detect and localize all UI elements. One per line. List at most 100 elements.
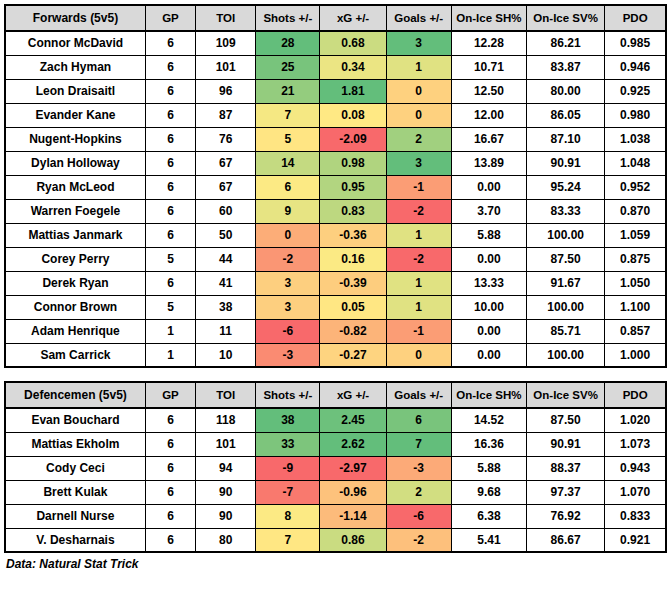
- onice-sh-cell: 6.38: [451, 504, 526, 528]
- onice-sv-cell: 100.00: [527, 295, 605, 319]
- shots-plusminus-cell: 6: [256, 175, 320, 199]
- col-header-onice-sv: On-Ice SV%: [527, 5, 605, 31]
- toi-cell: 67: [196, 151, 256, 175]
- onice-sv-cell: 87.10: [527, 127, 605, 151]
- table-row: Zach Hyman6101250.34110.7183.870.946: [5, 55, 666, 79]
- col-header-shots: Shots +/-: [256, 382, 320, 408]
- player-name-cell: Adam Henrique: [5, 319, 145, 343]
- defencemen-table: Defencemen (5v5) GP TOI Shots +/- xG +/-…: [4, 381, 667, 553]
- col-header-pdo: PDO: [605, 382, 666, 408]
- goals-plusminus-cell: -6: [386, 504, 451, 528]
- player-name-cell: Cody Ceci: [5, 456, 145, 480]
- xg-plusminus-cell: -1.14: [320, 504, 386, 528]
- goals-plusminus-cell: 7: [386, 432, 451, 456]
- onice-sh-cell: 3.70: [451, 199, 526, 223]
- table-row: Mattias Ekholm6101332.62716.3690.911.073: [5, 432, 666, 456]
- pdo-cell: 0.952: [605, 175, 666, 199]
- gp-cell: 6: [145, 271, 195, 295]
- col-header-goals: Goals +/-: [386, 5, 451, 31]
- gp-cell: 6: [145, 480, 195, 504]
- onice-sv-cell: 100.00: [527, 343, 605, 367]
- onice-sv-cell: 91.67: [527, 271, 605, 295]
- player-name-cell: Leon Draisaitl: [5, 79, 145, 103]
- toi-cell: 67: [196, 175, 256, 199]
- table-row: Brett Kulak690-7-0.9629.6897.371.070: [5, 480, 666, 504]
- onice-sh-cell: 12.50: [451, 79, 526, 103]
- onice-sh-cell: 9.68: [451, 480, 526, 504]
- onice-sh-cell: 13.33: [451, 271, 526, 295]
- pdo-cell: 0.833: [605, 504, 666, 528]
- section-title-forwards: Forwards (5v5): [5, 5, 145, 31]
- onice-sh-cell: 0.00: [451, 319, 526, 343]
- toi-cell: 90: [196, 480, 256, 504]
- toi-cell: 109: [196, 31, 256, 55]
- player-name-cell: V. Desharnais: [5, 528, 145, 552]
- player-name-cell: Brett Kulak: [5, 480, 145, 504]
- section-title-defencemen: Defencemen (5v5): [5, 382, 145, 408]
- pdo-cell: 0.985: [605, 31, 666, 55]
- player-name-cell: Derek Ryan: [5, 271, 145, 295]
- xg-plusminus-cell: -2.97: [320, 456, 386, 480]
- toi-cell: 44: [196, 247, 256, 271]
- onice-sv-cell: 88.37: [527, 456, 605, 480]
- player-name-cell: Evan Bouchard: [5, 408, 145, 432]
- onice-sv-cell: 87.50: [527, 408, 605, 432]
- player-name-cell: Corey Perry: [5, 247, 145, 271]
- pdo-cell: 0.946: [605, 55, 666, 79]
- onice-sh-cell: 16.36: [451, 432, 526, 456]
- table-row: V. Desharnais68070.86-25.4186.670.921: [5, 528, 666, 552]
- col-header-xg: xG +/-: [320, 382, 386, 408]
- table-row: Nugent-Hopkins6765-2.09216.6787.101.038: [5, 127, 666, 151]
- player-name-cell: Warren Foegele: [5, 199, 145, 223]
- shots-plusminus-cell: -3: [256, 343, 320, 367]
- forwards-table: Forwards (5v5) GP TOI Shots +/- xG +/- G…: [4, 4, 667, 368]
- toi-cell: 60: [196, 199, 256, 223]
- stats-report: Forwards (5v5) GP TOI Shots +/- xG +/- G…: [0, 0, 671, 571]
- onice-sh-cell: 5.88: [451, 456, 526, 480]
- xg-plusminus-cell: 0.83: [320, 199, 386, 223]
- col-header-goals: Goals +/-: [386, 382, 451, 408]
- pdo-cell: 1.070: [605, 480, 666, 504]
- toi-cell: 94: [196, 456, 256, 480]
- player-name-cell: Mattias Ekholm: [5, 432, 145, 456]
- shots-plusminus-cell: 8: [256, 504, 320, 528]
- col-header-toi: TOI: [196, 5, 256, 31]
- pdo-cell: 0.980: [605, 103, 666, 127]
- table-row: Warren Foegele66090.83-23.7083.330.870: [5, 199, 666, 223]
- onice-sv-cell: 97.37: [527, 480, 605, 504]
- col-header-onice-sh: On-Ice SH%: [451, 382, 526, 408]
- gp-cell: 6: [145, 199, 195, 223]
- player-name-cell: Sam Carrick: [5, 343, 145, 367]
- onice-sv-cell: 90.91: [527, 432, 605, 456]
- xg-plusminus-cell: 2.62: [320, 432, 386, 456]
- player-name-cell: Connor Brown: [5, 295, 145, 319]
- onice-sh-cell: 10.71: [451, 55, 526, 79]
- gp-cell: 6: [145, 79, 195, 103]
- shots-plusminus-cell: 5: [256, 127, 320, 151]
- shots-plusminus-cell: 0: [256, 223, 320, 247]
- table-row: Cody Ceci694-9-2.97-35.8888.370.943: [5, 456, 666, 480]
- toi-cell: 50: [196, 223, 256, 247]
- xg-plusminus-cell: 2.45: [320, 408, 386, 432]
- defencemen-table-body: Evan Bouchard6118382.45614.5287.501.020M…: [5, 408, 666, 552]
- xg-plusminus-cell: -0.27: [320, 343, 386, 367]
- xg-plusminus-cell: -0.96: [320, 480, 386, 504]
- player-name-cell: Evander Kane: [5, 103, 145, 127]
- goals-plusminus-cell: 3: [386, 31, 451, 55]
- onice-sh-cell: 10.00: [451, 295, 526, 319]
- data-source-note: Data: Natural Stat Trick: [4, 553, 667, 571]
- goals-plusminus-cell: -3: [386, 456, 451, 480]
- gp-cell: 5: [145, 295, 195, 319]
- shots-plusminus-cell: 3: [256, 271, 320, 295]
- xg-plusminus-cell: -0.39: [320, 271, 386, 295]
- player-name-cell: Dylan Holloway: [5, 151, 145, 175]
- shots-plusminus-cell: 38: [256, 408, 320, 432]
- gp-cell: 1: [145, 343, 195, 367]
- onice-sv-cell: 86.67: [527, 528, 605, 552]
- xg-plusminus-cell: -0.36: [320, 223, 386, 247]
- onice-sv-cell: 86.21: [527, 31, 605, 55]
- onice-sv-cell: 100.00: [527, 223, 605, 247]
- onice-sh-cell: 0.00: [451, 175, 526, 199]
- col-header-gp: GP: [145, 5, 195, 31]
- xg-plusminus-cell: 0.68: [320, 31, 386, 55]
